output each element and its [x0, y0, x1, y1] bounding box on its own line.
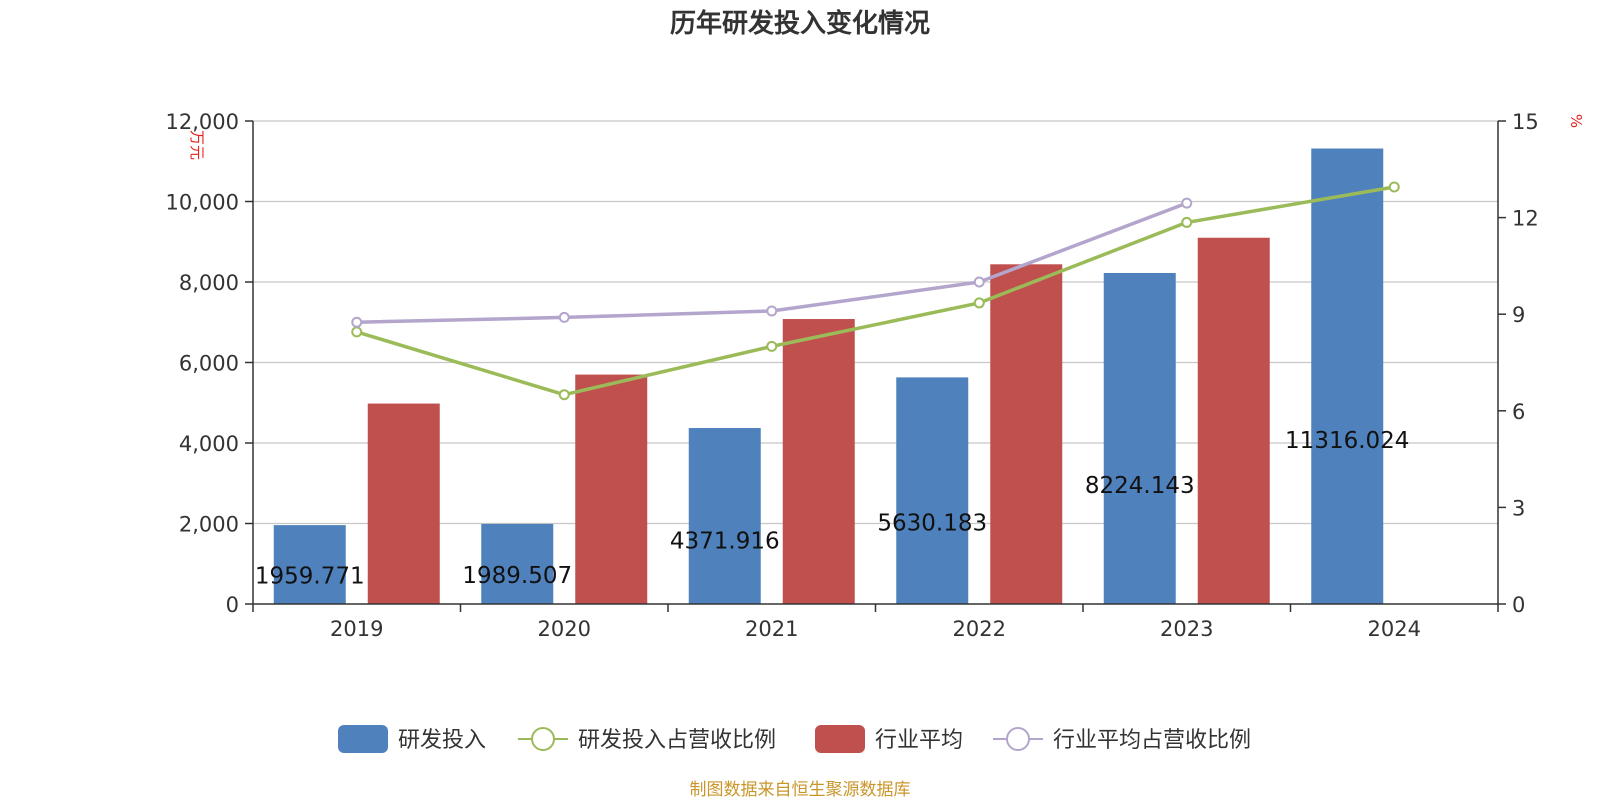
data-label: 4371.916 [670, 529, 780, 555]
y-left-tick-label: 10,000 [166, 191, 239, 215]
legend-item: 研发投入 [338, 725, 486, 753]
line-point [1181, 197, 1193, 209]
x-tick-label: 2022 [953, 617, 1006, 641]
bar-rd-investment [688, 428, 761, 604]
line-point [351, 316, 363, 328]
line-point [973, 297, 985, 309]
legend-item: 行业平均 [815, 725, 963, 753]
y-left-tick-label: 2,000 [179, 513, 239, 537]
legend-label: 研发投入占营收比例 [578, 728, 776, 753]
line-point [1181, 216, 1193, 228]
chart-title: 历年研发投入变化情况 [670, 8, 930, 39]
data-labels: 1959.771 1989.507 4371.916 5630.183 8224.143… [255, 428, 1410, 590]
y-right-tick-label: 3 [1512, 496, 1525, 520]
bar-rd-investment [273, 525, 346, 604]
series-line [356, 185, 1395, 397]
legend: 研发投入 研发投入占营收比例 行业平均 行业平均占营收比例 [338, 725, 1251, 753]
y-left-tick-label: 6,000 [179, 352, 239, 376]
legend-swatch [338, 725, 388, 753]
y-left-tick-label: 12,000 [166, 110, 239, 134]
legend-marker [531, 727, 555, 751]
x-tick-label: 2020 [538, 617, 591, 641]
bar-industry-average [1197, 237, 1270, 604]
bars [273, 148, 1384, 604]
bar-rd-investment [1311, 148, 1384, 604]
line-point [1388, 181, 1400, 193]
y-left-tick-label: 0 [226, 593, 239, 617]
y-left-unit: 万元 [188, 130, 206, 160]
legend-label: 行业平均占营收比例 [1053, 728, 1251, 753]
line-point [766, 340, 778, 352]
x-tick-label: 2021 [745, 617, 798, 641]
axes: 0 2,000 4,000 6,000 8,000 10,000 12,000 0 3 6 9 12 1… [166, 110, 1539, 641]
legend-label: 行业平均 [875, 728, 963, 753]
line-point [973, 276, 985, 288]
bar-rd-investment [1103, 272, 1176, 604]
legend-item: 研发投入占营收比例 [518, 727, 776, 753]
data-source: 制图数据来自恒生聚源数据库 [690, 780, 911, 800]
data-label: 8224.143 [1085, 473, 1195, 499]
bar-rd-investment [896, 377, 969, 604]
y-left-tick-label: 8,000 [179, 271, 239, 295]
line-point [558, 311, 570, 323]
x-tick-label: 2023 [1160, 617, 1213, 641]
line-point [351, 326, 363, 338]
legend-item: 行业平均占营收比例 [993, 727, 1251, 753]
y-right-tick-label: 15 [1512, 110, 1539, 134]
legend-marker [1006, 727, 1030, 751]
x-tick-label: 2019 [330, 617, 383, 641]
line-point [766, 305, 778, 317]
bar-industry-average [575, 374, 648, 604]
x-tick-label: 2024 [1368, 617, 1421, 641]
bar-industry-average [782, 319, 855, 604]
legend-swatch [815, 725, 865, 753]
legend-label: 研发投入 [398, 728, 486, 753]
bar-industry-average [367, 403, 440, 604]
data-label: 1989.507 [462, 563, 572, 589]
bar-industry-average [990, 264, 1063, 604]
y-right-tick-label: 9 [1512, 303, 1525, 327]
bar-rd-investment [481, 523, 554, 604]
y-right-tick-label: 0 [1512, 593, 1525, 617]
data-label: 11316.024 [1285, 428, 1409, 454]
data-label: 5630.183 [877, 510, 987, 536]
lines [351, 181, 1400, 401]
y-right-tick-label: 12 [1512, 207, 1539, 231]
y-right-unit: % [1567, 114, 1585, 128]
y-right-tick-label: 6 [1512, 400, 1525, 424]
line-point [558, 389, 570, 401]
data-label: 1959.771 [255, 564, 365, 590]
y-left-tick-label: 4,000 [179, 432, 239, 456]
